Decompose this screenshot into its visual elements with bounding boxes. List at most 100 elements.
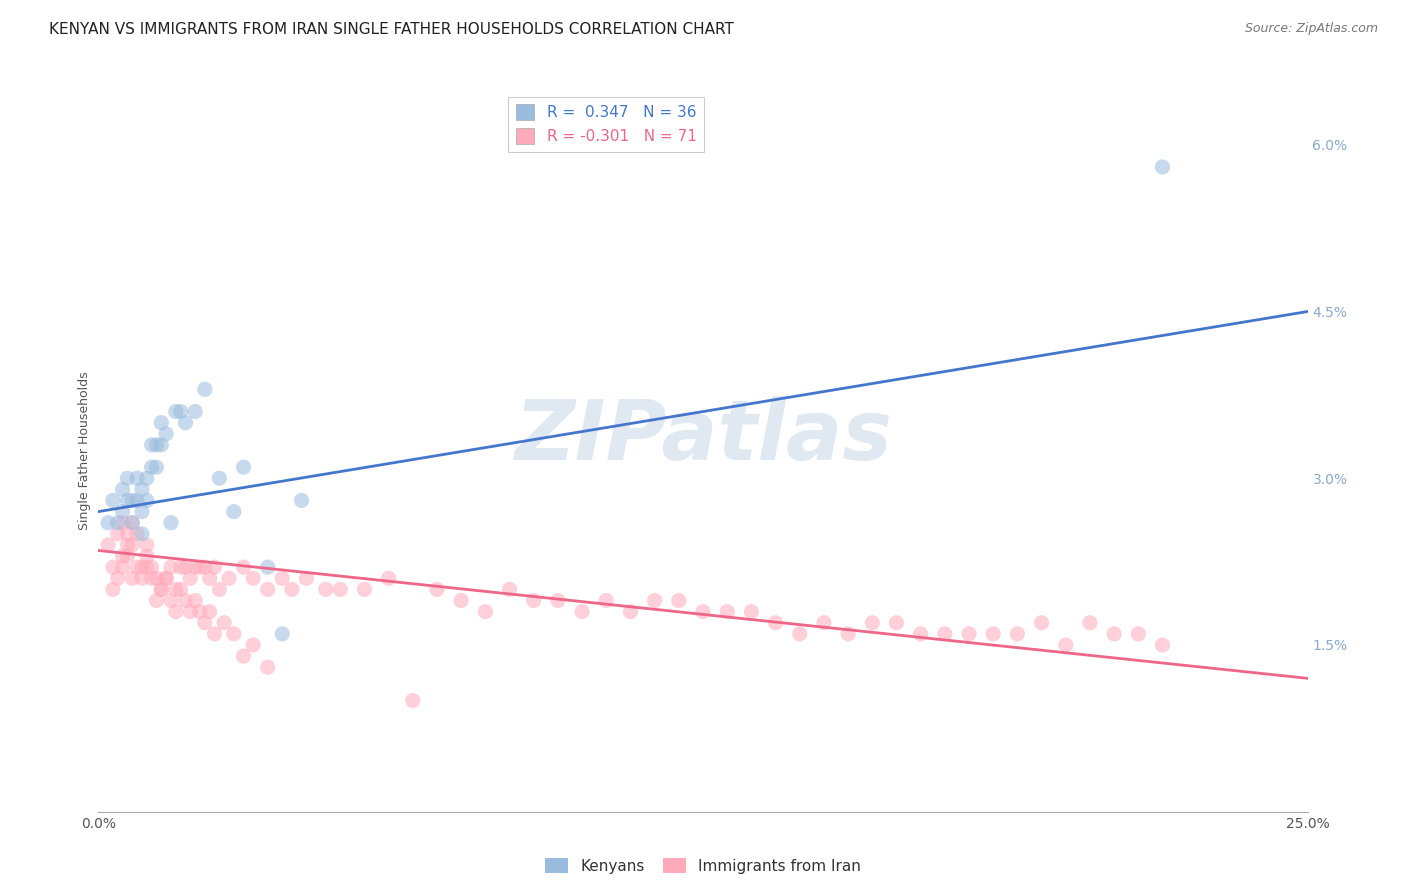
Point <box>315 582 337 597</box>
Point <box>127 471 149 485</box>
Point <box>547 593 569 607</box>
Point <box>1054 638 1077 652</box>
Point <box>145 438 167 452</box>
Point <box>426 582 449 597</box>
Point <box>160 593 183 607</box>
Point <box>329 582 352 597</box>
Point <box>165 582 187 597</box>
Point <box>886 615 908 630</box>
Point <box>121 516 143 530</box>
Point <box>595 593 617 607</box>
Legend: R =  0.347   N = 36, R = -0.301   N = 71: R = 0.347 N = 36, R = -0.301 N = 71 <box>509 97 704 152</box>
Point <box>271 571 294 585</box>
Text: Source: ZipAtlas.com: Source: ZipAtlas.com <box>1244 22 1378 36</box>
Point <box>571 605 593 619</box>
Point <box>127 493 149 508</box>
Point <box>135 560 157 574</box>
Point <box>131 571 153 585</box>
Point <box>222 627 245 641</box>
Point <box>692 605 714 619</box>
Point <box>135 538 157 552</box>
Point <box>957 627 980 641</box>
Text: KENYAN VS IMMIGRANTS FROM IRAN SINGLE FATHER HOUSEHOLDS CORRELATION CHART: KENYAN VS IMMIGRANTS FROM IRAN SINGLE FA… <box>49 22 734 37</box>
Point <box>194 382 217 396</box>
Point <box>204 560 226 574</box>
Point <box>1078 615 1101 630</box>
Point <box>169 560 191 574</box>
Point <box>135 549 157 563</box>
Point <box>117 471 139 485</box>
Point <box>353 582 375 597</box>
Point <box>188 560 211 574</box>
Point <box>160 560 183 574</box>
Point <box>145 460 167 475</box>
Point <box>271 627 294 641</box>
Point <box>121 571 143 585</box>
Point <box>111 560 134 574</box>
Point <box>194 560 217 574</box>
Point <box>179 605 201 619</box>
Point <box>837 627 859 641</box>
Point <box>150 582 173 597</box>
Point <box>121 538 143 552</box>
Point <box>1031 615 1053 630</box>
Point <box>111 505 134 519</box>
Point <box>256 582 278 597</box>
Point <box>117 538 139 552</box>
Point <box>117 549 139 563</box>
Point <box>107 516 129 530</box>
Point <box>1152 160 1174 174</box>
Point <box>111 549 134 563</box>
Point <box>150 582 173 597</box>
Point <box>188 605 211 619</box>
Point <box>256 560 278 574</box>
Point <box>107 526 129 541</box>
Point <box>813 615 835 630</box>
Point <box>174 416 197 430</box>
Point <box>1128 627 1150 641</box>
Point <box>141 460 163 475</box>
Point <box>135 471 157 485</box>
Point <box>131 560 153 574</box>
Point <box>179 571 201 585</box>
Point <box>1007 627 1029 641</box>
Point <box>169 582 191 597</box>
Legend: Kenyans, Immigrants from Iran: Kenyans, Immigrants from Iran <box>538 852 868 880</box>
Point <box>232 649 254 664</box>
Point <box>174 560 197 574</box>
Point <box>121 493 143 508</box>
Point <box>290 493 312 508</box>
Point <box>97 538 120 552</box>
Point <box>131 483 153 497</box>
Point <box>127 560 149 574</box>
Point <box>184 560 207 574</box>
Point <box>1152 638 1174 652</box>
Point <box>256 660 278 674</box>
Point <box>150 416 173 430</box>
Point <box>117 526 139 541</box>
Point <box>204 627 226 641</box>
Point <box>910 627 932 641</box>
Point <box>145 571 167 585</box>
Point <box>860 615 883 630</box>
Point <box>165 605 187 619</box>
Point <box>218 571 240 585</box>
Point <box>644 593 666 607</box>
Point <box>716 605 738 619</box>
Point <box>111 483 134 497</box>
Point <box>145 593 167 607</box>
Point <box>141 571 163 585</box>
Point <box>1102 627 1125 641</box>
Point <box>232 560 254 574</box>
Y-axis label: Single Father Households: Single Father Households <box>79 371 91 530</box>
Point <box>498 582 520 597</box>
Point <box>981 627 1004 641</box>
Point <box>165 404 187 418</box>
Point <box>184 404 207 418</box>
Point <box>450 593 472 607</box>
Point <box>155 571 177 585</box>
Point <box>141 438 163 452</box>
Point <box>101 582 124 597</box>
Point <box>377 571 399 585</box>
Point <box>141 560 163 574</box>
